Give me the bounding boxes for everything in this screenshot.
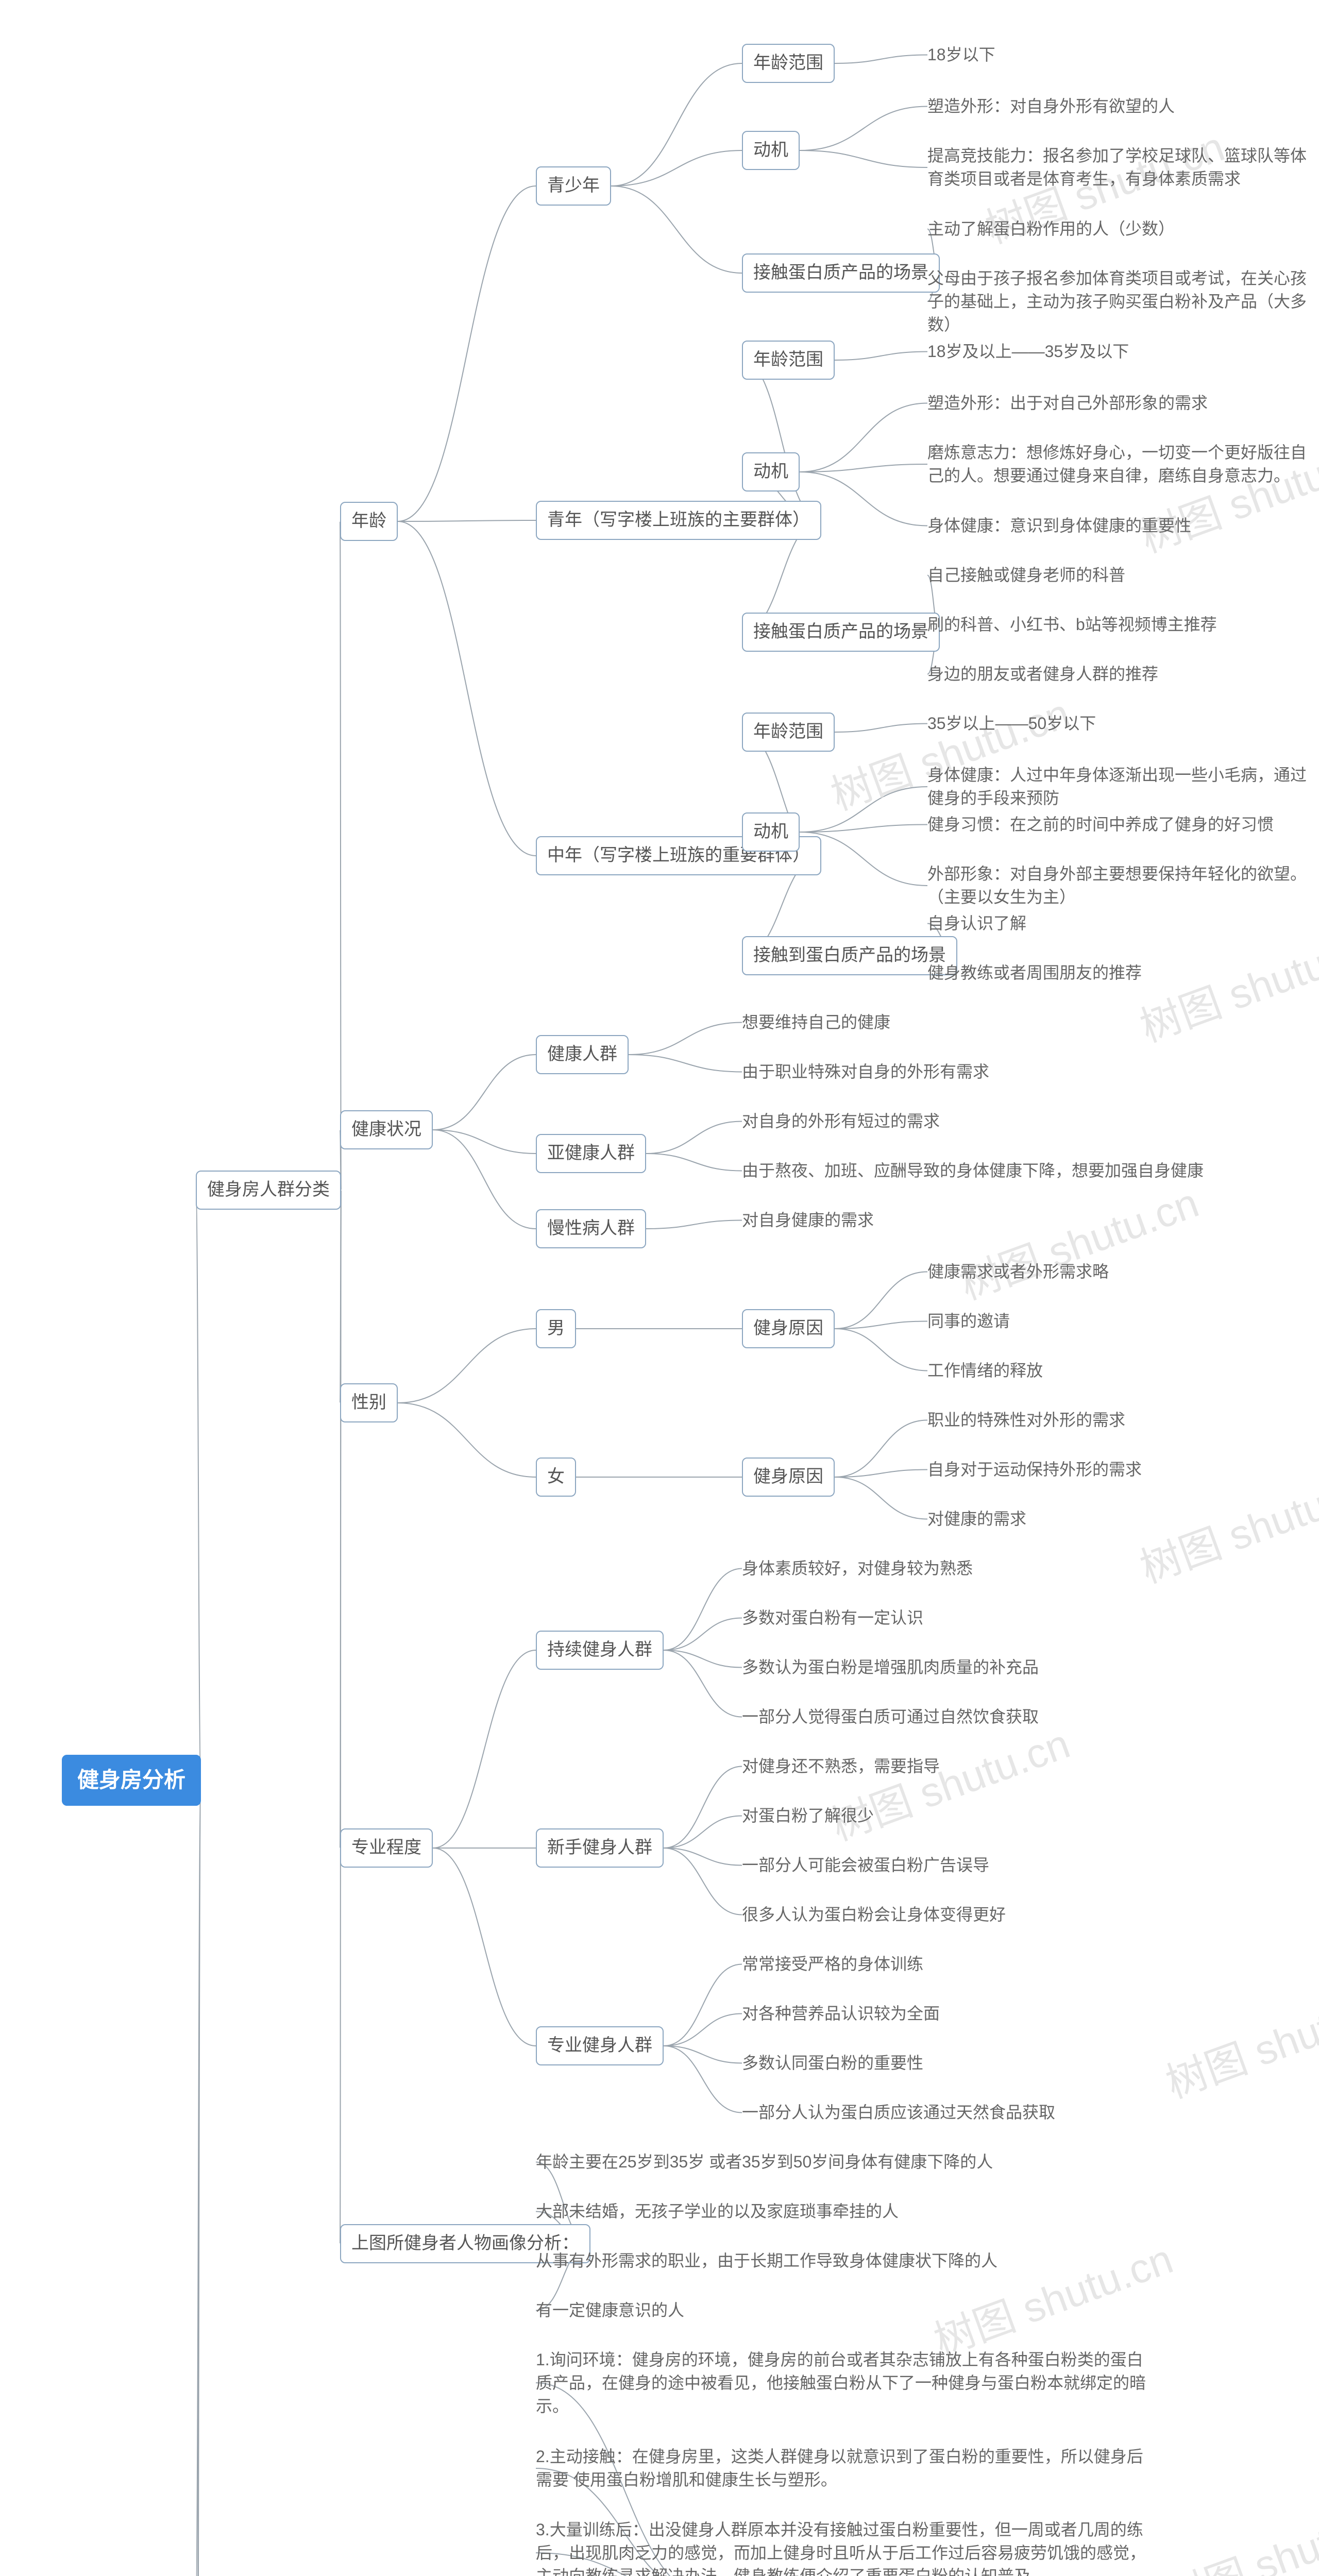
leaf-node: 身体健康：人过中年身体逐渐出现一些小毛病，通过健身的手段来预防 [927,761,1319,812]
branch-node: 动机 [742,812,800,852]
branch-node: 健身原因 [742,1458,835,1497]
branch-node: 持续健身人群 [536,1631,664,1670]
leaf-node: 磨炼意志力：想修炼好身心，一切变一个更好版往自己的人。想要通过健身来自律，磨练自… [927,439,1319,489]
branch-node: 接触蛋白质产品的场景 [742,613,940,652]
leaf-node: 2.主动接触：在健身房里，这类人群健身以就意识到了蛋白粉的重要性，所以健身后需要… [536,2443,1154,2494]
connectors [0,0,1319,2576]
leaf-node: 对各种营养品认识较为全面 [742,2000,940,2027]
leaf-node: 提高竞技能力：报名参加了学校足球队、篮球队等体育类项目或者是体育考生，有身体素质… [927,142,1319,193]
branch-node: 健康人群 [536,1035,629,1074]
root-node: 健身房分析 [62,1755,201,1806]
watermark: 树图 shutu.cn [1131,1453,1319,1595]
leaf-node: 对蛋白粉了解很少 [742,1802,874,1829]
branch-node: 慢性病人群 [536,1209,646,1248]
branch-node: 新手健身人群 [536,1828,664,1868]
leaf-node: 多数对蛋白粉有一定认识 [742,1604,923,1632]
watermark: 树图 shutu.cn [822,1711,1077,1853]
leaf-node: 18岁及以上——35岁及以下 [927,338,1129,365]
leaf-node: 职业的特殊性对外形的需求 [927,1406,1125,1434]
branch-node: 健身房人群分类 [196,1171,341,1210]
branch-node: 年龄范围 [742,713,835,752]
leaf-node: 健康需求或者外形需求略 [927,1258,1109,1285]
watermark: 树图 shutu.cn [1131,912,1319,1054]
branch-node: 专业健身人群 [536,2026,664,2065]
leaf-node: 3.大量训练后：出没健身人群原本并没有接触过蛋白粉重要性，但一周或者几周的练后，… [536,2516,1154,2576]
branch-node: 年龄范围 [742,44,835,83]
leaf-node: 自身对于运动保持外形的需求 [927,1456,1142,1483]
leaf-node: 一部分人认为蛋白质应该通过天然食品获取 [742,2099,1055,2126]
leaf-node: 常常接受严格的身体训练 [742,1951,923,1978]
leaf-node: 身体素质较好，对健身较为熟悉 [742,1555,973,1582]
leaf-node: 健身教练或者周围朋友的推荐 [927,959,1142,987]
branch-node: 动机 [742,452,800,492]
leaf-node: 由于职业特殊对自身的外形有需求 [742,1058,989,1086]
branch-node: 接触到蛋白质产品的场景 [742,936,957,975]
leaf-node: 同事的邀请 [927,1308,1010,1335]
branch-node: 女 [536,1458,576,1497]
leaf-node: 1.询问环境：健身房的环境，健身房的前台或者其杂志铺放上有各种蛋白粉类的蛋白质产… [536,2346,1154,2419]
watermark: 树图 shutu.cn [1157,2484,1319,2576]
leaf-node: 父母由于孩子报名参加体育类项目或考试，在关心孩子的基础上，主动为孩子购买蛋白粉补… [927,265,1319,338]
leaf-node: 由于熬夜、加班、应酬导致的身体健康下降，想要加强自身健康 [742,1157,1204,1184]
leaf-node: 大部未结婚，无孩子学业的以及家庭琐事牵挂的人 [536,2198,899,2225]
branch-node: 青少年 [536,166,611,206]
leaf-node: 一部分人觉得蛋白质可通过自然饮食获取 [742,1703,1039,1731]
leaf-node: 年龄主要在25岁到35岁 或者35岁到50岁间身体有健康下降的人 [536,2148,993,2176]
branch-node: 青年（写字楼上班族的主要群体） [536,501,821,540]
branch-node: 接触蛋白质产品的场景 [742,253,940,293]
leaf-node: 一部分人可能会被蛋白粉广告误导 [742,1852,989,1879]
leaf-node: 对健身还不熟悉，需要指导 [742,1753,940,1780]
branch-node: 年龄 [340,502,398,541]
leaf-node: 多数认为蛋白粉是增强肌肉质量的补充品 [742,1654,1039,1681]
leaf-node: 18岁以下 [927,41,995,69]
branch-node: 性别 [340,1383,398,1422]
leaf-node: 身体健康：意识到身体健康的重要性 [927,512,1191,539]
leaf-node: 身边的朋友或者健身人群的推荐 [927,660,1158,688]
branch-node: 专业程度 [340,1828,433,1868]
watermark: 树图 shutu.cn [1157,1969,1319,2110]
leaf-node: 塑造外形：对自身外形有欲望的人 [927,93,1175,120]
leaf-node: 对自身健康的需求 [742,1207,874,1234]
leaf-node: 很多人认为蛋白粉会让身体变得更好 [742,1901,1006,1928]
leaf-node: 35岁以上——50岁以下 [927,710,1096,737]
branch-node: 男 [536,1309,576,1348]
leaf-node: 有一定健康意识的人 [536,2297,684,2324]
leaf-node: 对健康的需求 [927,1505,1026,1533]
leaf-node: 从事有外形需求的职业，由于长期工作导致身体健康状下降的人 [536,2247,997,2275]
watermark: 树图 shutu.cn [951,1170,1206,1312]
leaf-node: 自己接触或健身老师的科普 [927,562,1125,589]
branch-node: 健康状况 [340,1110,433,1149]
branch-node: 健身原因 [742,1309,835,1348]
leaf-node: 自身认识了解 [927,910,1026,937]
leaf-node: 外部形象：对自身外部主要想要保持年轻化的欲望。（主要以女生为主） [927,860,1319,911]
leaf-node: 塑造外形：出于对自己外部形象的需求 [927,389,1208,417]
leaf-node: 刷的科普、小红书、b站等视频博主推荐 [927,611,1217,638]
branch-node: 动机 [742,131,800,170]
leaf-node: 对自身的外形有短过的需求 [742,1108,940,1135]
leaf-node: 多数认同蛋白粉的重要性 [742,2049,923,2077]
leaf-node: 健身习惯：在之前的时间中养成了健身的好习惯 [927,811,1274,838]
branch-node: 亚健康人群 [536,1134,646,1173]
leaf-node: 主动了解蛋白粉作用的人（少数） [927,215,1175,243]
leaf-node: 工作情绪的释放 [927,1357,1043,1384]
branch-node: 年龄范围 [742,341,835,380]
leaf-node: 想要维持自己的健康 [742,1009,890,1036]
